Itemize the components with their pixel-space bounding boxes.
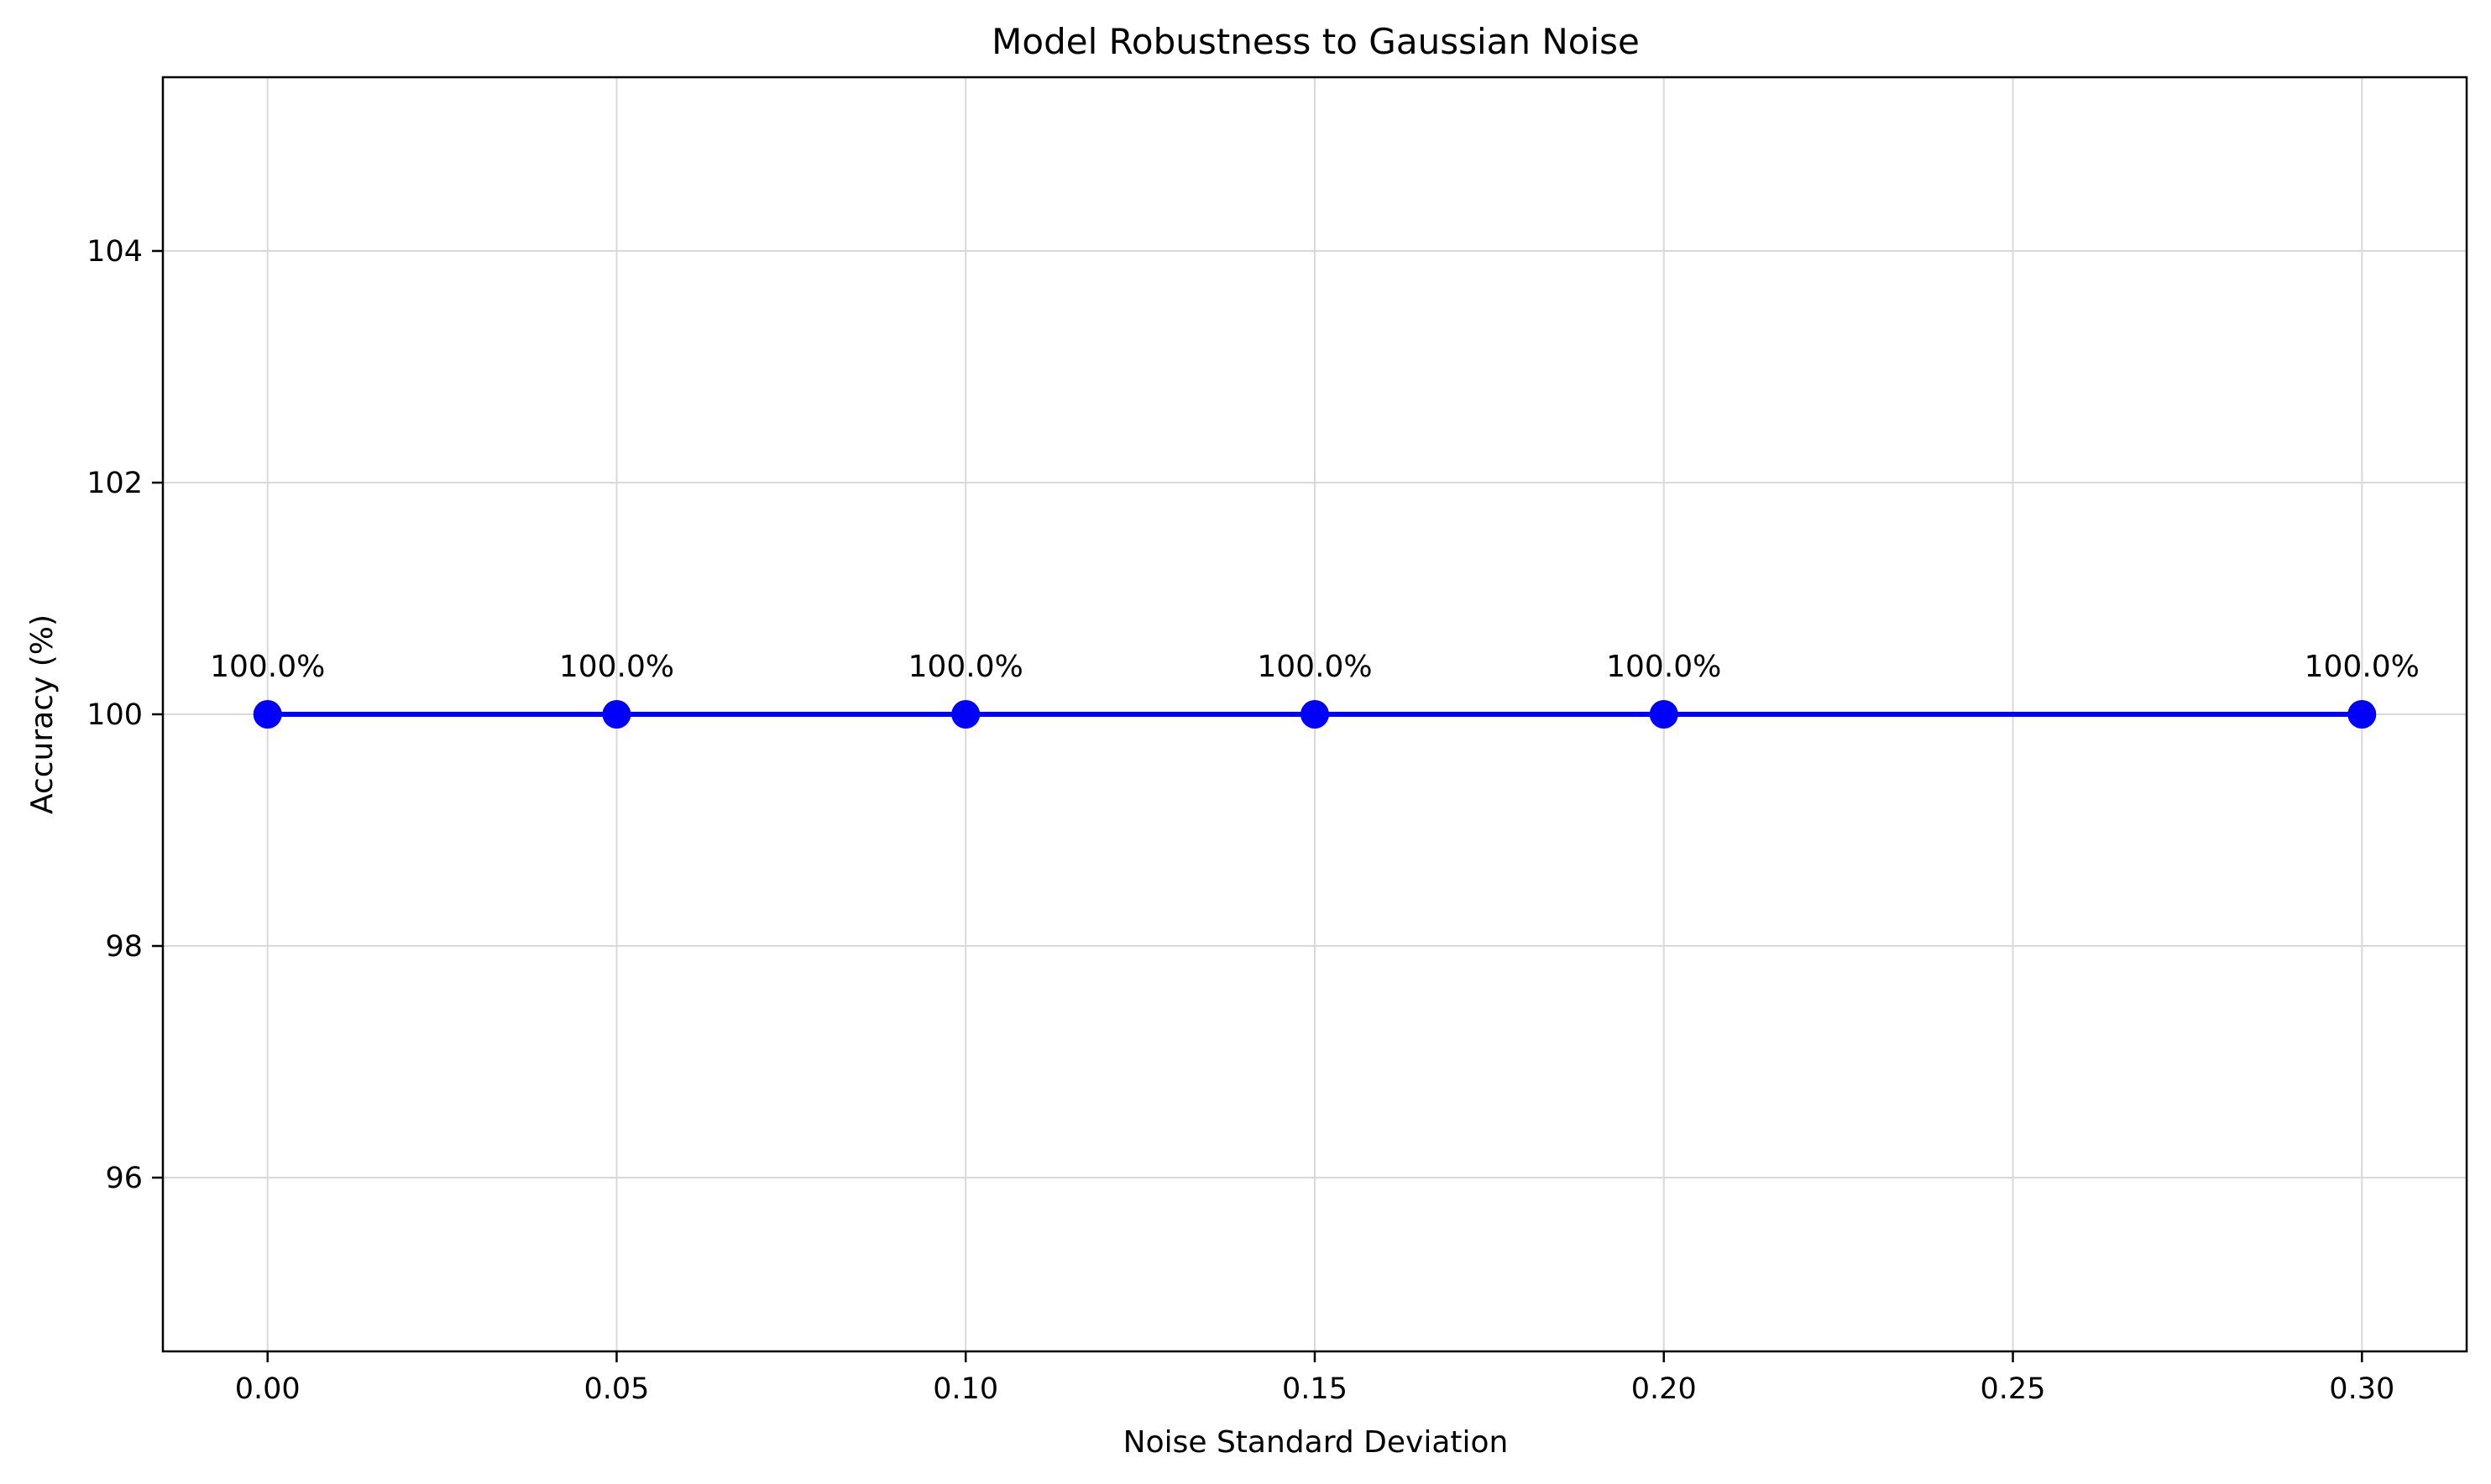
y-tick-label: 104	[86, 235, 143, 269]
data-label: 100.0%	[1606, 650, 1721, 684]
x-tick-label: 0.25	[1981, 1372, 2046, 1406]
y-axis: 96 98 100 102 104	[86, 235, 163, 1195]
data-label: 100.0%	[1257, 650, 1372, 684]
y-tick-label: 100	[86, 698, 143, 732]
y-tick-label: 98	[105, 930, 143, 964]
x-axis-label: Noise Standard Deviation	[1123, 1425, 1509, 1460]
data-label: 100.0%	[908, 650, 1023, 684]
data-point	[951, 700, 981, 729]
data-label: 100.0%	[210, 650, 325, 684]
y-axis-label: Accuracy (%)	[25, 614, 60, 814]
x-tick-label: 0.10	[933, 1372, 998, 1406]
chart-title: Model Robustness to Gaussian Noise	[992, 21, 1640, 62]
series-layer: 100.0% 100.0% 100.0% 100.0% 100.0% 100.0%	[210, 650, 2420, 729]
x-tick-label: 0.20	[1631, 1372, 1697, 1406]
data-label: 100.0%	[2305, 650, 2420, 684]
x-tick-label: 0.00	[235, 1372, 301, 1406]
x-tick-label: 0.30	[2329, 1372, 2394, 1406]
x-tick-label: 0.15	[1282, 1372, 1348, 1406]
data-point	[602, 700, 631, 729]
data-point	[1300, 700, 1329, 729]
data-point	[1649, 700, 1678, 729]
data-point	[253, 700, 282, 729]
x-axis: 0.00 0.05 0.10 0.15 0.20 0.25 0.30	[235, 1351, 2394, 1406]
x-tick-label: 0.05	[584, 1372, 650, 1406]
y-tick-label: 96	[105, 1162, 143, 1195]
data-label: 100.0%	[559, 650, 674, 684]
y-tick-label: 102	[86, 467, 143, 500]
data-point	[2347, 700, 2377, 729]
